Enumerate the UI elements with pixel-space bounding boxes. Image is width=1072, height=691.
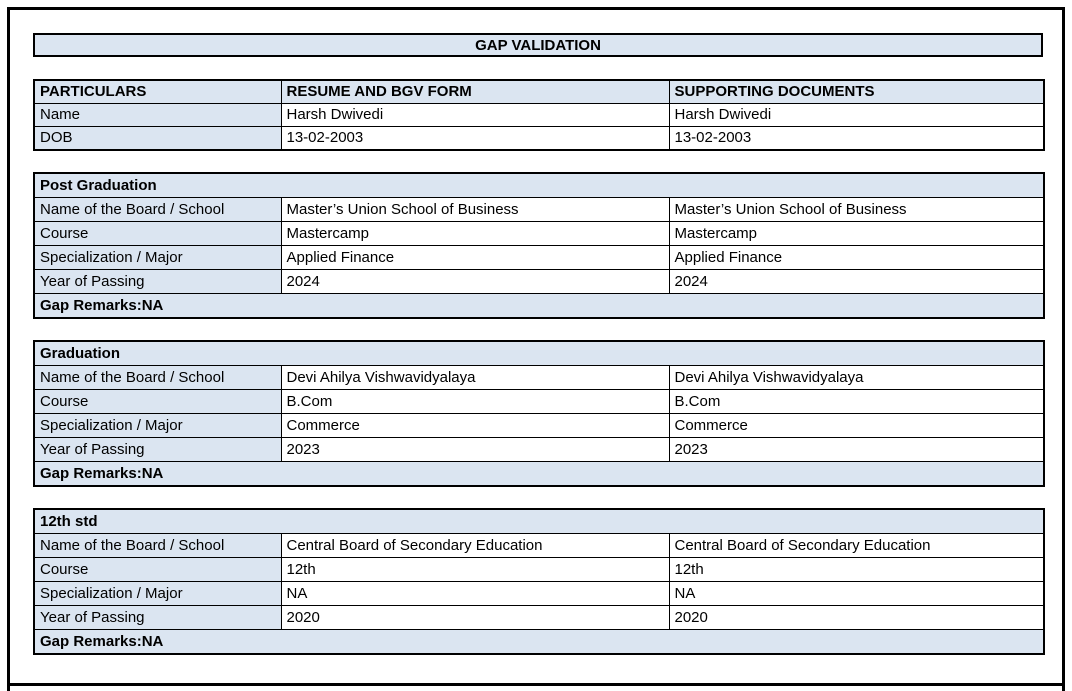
graduation-table: Graduation Name of the Board / School De…: [33, 340, 1046, 487]
section-title-post-graduation: Post Graduation: [33, 172, 1045, 198]
table-row: Course Mastercamp Mastercamp: [33, 221, 1045, 246]
page-title: GAP VALIDATION: [475, 36, 601, 54]
table-row: Specialization / Major NA NA: [33, 581, 1045, 606]
year-supporting-value: 2023: [668, 437, 1045, 462]
row-label-year-of-passing: Year of Passing: [33, 605, 282, 630]
dob-supporting-value: 13-02-2003: [668, 126, 1045, 151]
course-supporting-value: B.Com: [668, 389, 1045, 414]
specialization-supporting-value: NA: [668, 581, 1045, 606]
row-label-board-school: Name of the Board / School: [33, 365, 282, 390]
gap-remarks-graduation: Gap Remarks:NA: [33, 461, 1045, 487]
section-header-row: 12th std: [33, 508, 1045, 534]
row-label-course: Course: [33, 389, 282, 414]
row-label-board-school: Name of the Board / School: [33, 197, 282, 222]
table-row: Name of the Board / School Central Board…: [33, 533, 1045, 558]
specialization-supporting-value: Commerce: [668, 413, 1045, 438]
row-label-specialization: Specialization / Major: [33, 413, 282, 438]
course-supporting-value: Mastercamp: [668, 221, 1045, 246]
row-label-specialization: Specialization / Major: [33, 581, 282, 606]
twelfth-std-table: 12th std Name of the Board / School Cent…: [33, 508, 1046, 655]
specialization-resume-value: Applied Finance: [280, 245, 670, 270]
board-school-supporting-value: Devi Ahilya Vishwavidyalaya: [668, 365, 1045, 390]
row-label-course: Course: [33, 221, 282, 246]
row-label-specialization: Specialization / Major: [33, 245, 282, 270]
course-resume-value: B.Com: [280, 389, 670, 414]
table-row: Year of Passing 2024 2024: [33, 269, 1045, 294]
page-border-frame: GAP VALIDATION PARTICULARS RESUME AND BG…: [7, 7, 1065, 691]
specialization-supporting-value: Applied Finance: [668, 245, 1045, 270]
next-table-top-border: [10, 683, 1062, 686]
gap-remarks-row: Gap Remarks:NA: [33, 629, 1045, 655]
board-school-resume-value: Central Board of Secondary Education: [280, 533, 670, 558]
year-resume-value: 2023: [280, 437, 670, 462]
table-row: Name Harsh Dwivedi Harsh Dwivedi: [33, 103, 1045, 127]
board-school-resume-value: Devi Ahilya Vishwavidyalaya: [280, 365, 670, 390]
row-label-dob: DOB: [33, 126, 282, 151]
document-title-bar: GAP VALIDATION: [33, 33, 1043, 57]
gap-remarks-row: Gap Remarks:NA: [33, 461, 1045, 487]
gap-remarks-post-graduation: Gap Remarks:NA: [33, 293, 1045, 319]
section-header-row: Graduation: [33, 340, 1045, 366]
year-supporting-value: 2024: [668, 269, 1045, 294]
name-resume-value: Harsh Dwivedi: [280, 103, 670, 127]
table-row: Course 12th 12th: [33, 557, 1045, 582]
table-row: Specialization / Major Applied Finance A…: [33, 245, 1045, 270]
table-row: DOB 13-02-2003 13-02-2003: [33, 126, 1045, 151]
specialization-resume-value: NA: [280, 581, 670, 606]
post-graduation-table: Post Graduation Name of the Board / Scho…: [33, 172, 1045, 319]
row-label-year-of-passing: Year of Passing: [33, 269, 282, 294]
column-header-supporting-docs: SUPPORTING DOCUMENTS: [668, 79, 1045, 104]
row-label-year-of-passing: Year of Passing: [33, 437, 282, 462]
gap-remarks-row: Gap Remarks:NA: [33, 293, 1045, 319]
board-school-resume-value: Master’s Union School of Business: [280, 197, 670, 222]
row-label-name: Name: [33, 103, 282, 127]
column-header-particulars: PARTICULARS: [33, 79, 282, 104]
table-row: Name of the Board / School Devi Ahilya V…: [33, 365, 1045, 390]
table-row: Year of Passing 2020 2020: [33, 605, 1045, 630]
year-supporting-value: 2020: [668, 605, 1045, 630]
row-label-board-school: Name of the Board / School: [33, 533, 282, 558]
table-row: Specialization / Major Commerce Commerce: [33, 413, 1045, 438]
table-header-row: PARTICULARS RESUME AND BGV FORM SUPPORTI…: [33, 79, 1045, 104]
year-resume-value: 2020: [280, 605, 670, 630]
section-title-graduation: Graduation: [33, 340, 1045, 366]
specialization-resume-value: Commerce: [280, 413, 670, 438]
table-row: Year of Passing 2023 2023: [33, 437, 1045, 462]
year-resume-value: 2024: [280, 269, 670, 294]
board-school-supporting-value: Master’s Union School of Business: [668, 197, 1045, 222]
particulars-table: PARTICULARS RESUME AND BGV FORM SUPPORTI…: [33, 79, 1045, 151]
course-supporting-value: 12th: [668, 557, 1045, 582]
gap-remarks-12th-std: Gap Remarks:NA: [33, 629, 1045, 655]
table-row: Course B.Com B.Com: [33, 389, 1045, 414]
course-resume-value: Mastercamp: [280, 221, 670, 246]
name-supporting-value: Harsh Dwivedi: [668, 103, 1045, 127]
section-title-12th-std: 12th std: [33, 508, 1045, 534]
column-header-resume-bgv: RESUME AND BGV FORM: [280, 79, 670, 104]
row-label-course: Course: [33, 557, 282, 582]
course-resume-value: 12th: [280, 557, 670, 582]
section-header-row: Post Graduation: [33, 172, 1045, 198]
board-school-supporting-value: Central Board of Secondary Education: [668, 533, 1045, 558]
dob-resume-value: 13-02-2003: [280, 126, 670, 151]
table-row: Name of the Board / School Master’s Unio…: [33, 197, 1045, 222]
